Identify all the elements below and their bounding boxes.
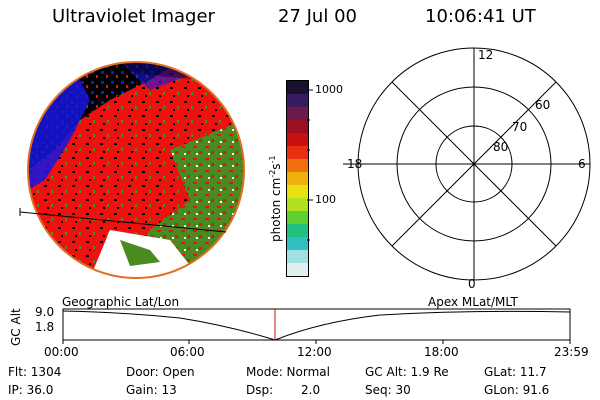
dsp-label: Dsp: [246, 383, 274, 397]
image-pixels [28, 62, 244, 278]
colorbar-tick-1000: 1000 [315, 83, 343, 96]
colorbar-swatch [287, 237, 308, 250]
colorbar-swatch [287, 81, 308, 94]
timeline-y-bottom: 1.8 [35, 320, 55, 334]
terminator-line [19, 211, 227, 233]
colorbar-swatch [287, 172, 308, 185]
dsp-value: 2.0 [301, 383, 321, 397]
geo-latitude: GLat: 11.7 [484, 365, 547, 379]
app-title: Ultraviolet Imager [52, 6, 215, 27]
colorbar-tick-100: 100 [315, 193, 336, 206]
image-rim [27, 61, 245, 279]
sequence-number: Seq: 30 [365, 383, 411, 397]
polar-label-0: 0 [468, 277, 476, 291]
polar-label-12: 12 [478, 48, 494, 62]
polar-label-70: 70 [512, 120, 528, 134]
gain-value: Gain: 13 [126, 383, 177, 397]
ip-value: IP: 36.0 [8, 383, 54, 397]
gc-altitude: GC Alt: 1.9 Re [365, 365, 449, 379]
colorbar-swatch [287, 133, 308, 146]
colorbar-swatch [287, 250, 308, 263]
date-label: 27 Jul 00 [278, 6, 357, 27]
colorbar-swatch [287, 224, 308, 237]
colorbar-swatch [287, 159, 308, 172]
polar-label-6: 6 [578, 157, 586, 171]
colorbar-swatch [287, 263, 308, 276]
polar-label-80: 80 [493, 140, 509, 154]
timeline-tick-3: 18:00 [424, 345, 459, 359]
timeline-tick-1: 06:00 [170, 345, 205, 359]
colorbar-swatch [287, 146, 308, 159]
mode-value: Mode: Normal [246, 365, 330, 379]
colorbar [286, 80, 309, 277]
time-label: 10:06:41 UT [425, 6, 536, 27]
colorbar-swatch [287, 198, 308, 211]
altitude-curve [62, 310, 571, 341]
timeline-tick-0: 00:00 [44, 345, 79, 359]
door-status: Door: Open [126, 365, 195, 379]
timeline-tick-2: 12:00 [297, 345, 332, 359]
timeline-y-top: 9.0 [35, 305, 55, 319]
timeline-tick-4: 23:59 [554, 345, 589, 359]
colorbar-swatch [287, 120, 308, 133]
colorbar-swatch [287, 211, 308, 224]
flight-number: Flt: 1304 [8, 365, 62, 379]
polar-label-60: 60 [535, 98, 551, 112]
geo-longitude: GLon: 91.6 [484, 383, 550, 397]
timeline-right-label: Apex MLat/MLT [428, 295, 518, 309]
colorbar-swatch [287, 185, 308, 198]
colorbar-swatch [287, 107, 308, 120]
colorbar-swatch [287, 94, 308, 107]
polar-label-18: 18 [347, 157, 363, 171]
timeline-left-label: Geographic Lat/Lon [62, 295, 180, 309]
